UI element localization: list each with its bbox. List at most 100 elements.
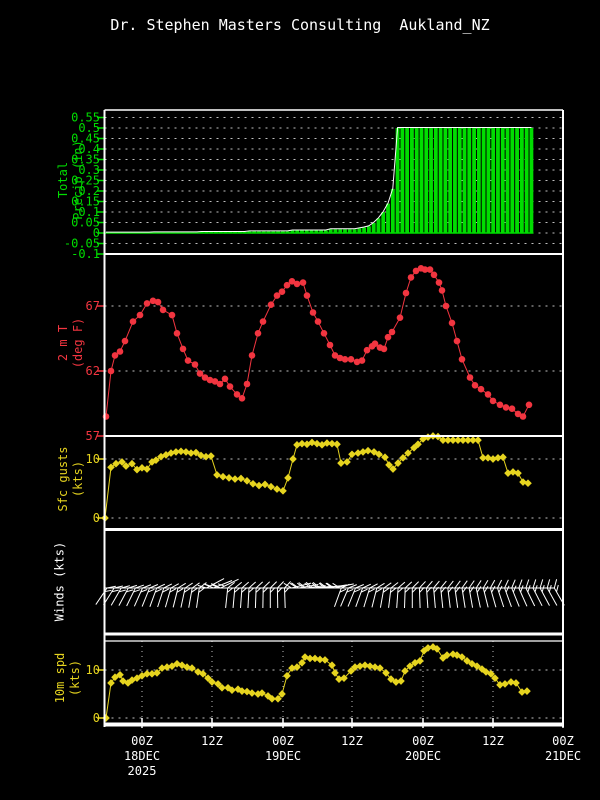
data-marker [524,479,532,488]
data-marker [343,458,351,466]
data-marker [448,319,456,327]
wind-barb-feather [217,583,225,587]
data-marker [494,454,502,462]
data-marker [449,436,457,444]
data-marker [182,448,190,456]
y-tick-label: 0.05 [71,216,100,230]
precip-bar [395,128,400,233]
precip-bar [357,228,362,233]
wind-barb-staff [418,587,421,609]
wind-barb-feather [170,583,180,589]
y-tick-label: 0.25 [71,174,100,188]
precip-bar [347,229,352,233]
wind-barb-feather [497,579,503,589]
data-marker [430,271,438,279]
data-marker [331,669,339,677]
wind-barb-staff [149,587,158,607]
wind-barb-feather [163,583,173,589]
data-marker [401,667,409,675]
data-marker [191,361,199,368]
precip-bar [419,128,424,233]
data-marker [320,330,328,337]
data-marker [341,356,349,363]
wind-barb-staff [433,587,436,608]
wind-barb-feather [553,579,558,589]
wind-barb-feather [262,587,269,593]
wind-barb-feather [539,579,544,589]
data-marker [328,661,336,670]
data-marker [519,413,527,420]
wind-barb-feather [498,585,503,593]
data-marker [489,397,497,405]
data-marker [254,330,262,337]
x-tick-label: 00Z [272,734,294,748]
data-marker [121,337,129,345]
data-marker [218,683,226,692]
wind-barb-staff [172,587,179,608]
data-marker [267,482,275,491]
data-marker [358,357,366,364]
wind-barb-feather [106,585,116,589]
data-marker [226,383,234,390]
data-marker [163,663,171,671]
wind-barb-feather [319,582,328,589]
data-marker [323,439,331,447]
data-marker [237,474,245,483]
data-marker [333,440,341,449]
precip-bar [529,128,534,233]
wind-barb-feather [304,582,311,588]
precip-bar [386,203,390,233]
wind-barb-staff [447,587,451,608]
wind-barb-staff [254,587,257,609]
y-tick-label: 0.3 [78,163,100,177]
wind-barb-feather [440,586,446,593]
data-marker [381,453,389,462]
wind-barb-feather [525,579,530,589]
data-marker [389,465,397,473]
precip-bar [247,231,252,233]
wind-barb-staff [133,587,143,607]
wind-barb-feather [390,582,399,589]
data-marker [192,448,200,457]
data-marker [384,333,392,341]
data-marker [116,670,124,679]
wind-barb-staff [440,587,444,608]
precip-bar [381,212,386,233]
wind-barb-feather [298,582,307,589]
wind-barb-feather [184,582,193,589]
wind-barb-feather [375,588,382,593]
data-marker [259,318,267,325]
data-marker [426,266,434,273]
data-marker [167,449,175,457]
data-marker [496,401,504,409]
data-marker [284,474,292,482]
precip-bar [438,128,443,233]
wind-barb-feather [455,586,461,593]
wind-barb-feather [191,587,198,593]
y-tick-label: 10 [86,452,100,466]
wind-barb-staff [347,587,356,607]
x-tick-label: 00Z [552,734,574,748]
wind-barb-feather [241,587,248,593]
precip-bar [467,128,472,233]
wind-barb-feather [397,587,404,593]
y-tick-label: 0.1 [78,205,100,219]
precip-bar [429,128,433,233]
data-marker [348,450,356,459]
precip-bar [295,230,300,233]
wind-barb-staff [355,587,364,607]
precip-bar [457,128,462,233]
wind-barb-feather [411,587,418,593]
wind-barb-feather [140,589,148,593]
wind-barb-feather [262,581,271,589]
precip-bar [491,128,496,233]
wind-barb-feather [534,585,538,593]
wind-barb-feather [360,588,368,593]
data-marker [404,449,412,457]
page-title: Dr. Stephen Masters Consulting Aukland_N… [110,16,490,34]
data-marker [439,436,447,444]
data-marker [519,478,527,486]
data-marker [321,656,329,664]
precip-bar [519,128,524,233]
